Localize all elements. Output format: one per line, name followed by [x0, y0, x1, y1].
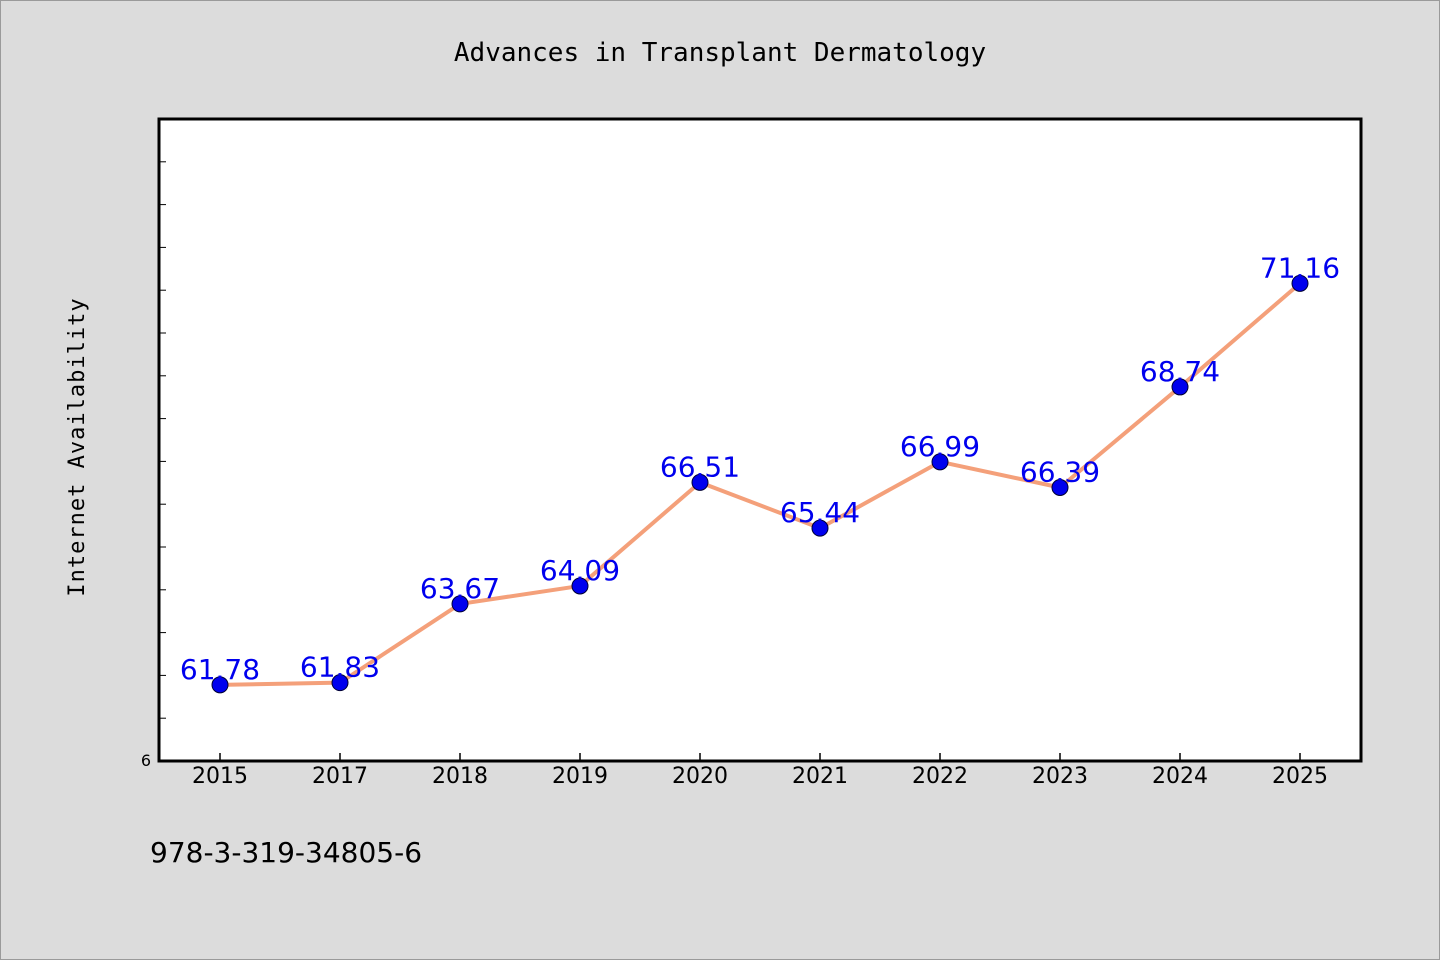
- data-point: [811, 519, 829, 537]
- x-tick-label: 2021: [792, 764, 848, 789]
- x-tick-label: 2015: [192, 764, 248, 789]
- data-label: 68.74: [1140, 355, 1220, 388]
- data-point: [451, 595, 469, 613]
- series-line: [219, 281, 1302, 687]
- y-axis-ticks: [159, 161, 166, 719]
- data-label: 71.16: [1260, 251, 1340, 284]
- data-point: [1051, 479, 1069, 497]
- x-tick-label: 2024: [1152, 764, 1208, 789]
- data-point: [331, 674, 349, 692]
- data-label: 66.99: [900, 430, 980, 463]
- x-axis-tick-labels: 2015 2017 2018 2019 2020 2021 2022 2023 2024 2025: [192, 764, 1328, 789]
- data-labels: 61.78 61.83 63.67 64.09 66.51 65.44 66.99 66.39…: [180, 251, 1340, 685]
- data-label: 61.78: [180, 653, 260, 686]
- x-tick-label: 2020: [672, 764, 728, 789]
- series-markers: [211, 274, 1309, 694]
- x-tick-label: 2019: [552, 764, 608, 789]
- plot-area: [157, 117, 1363, 763]
- data-label: 64.09: [540, 554, 620, 587]
- data-point: [931, 453, 949, 471]
- data-point: [211, 676, 229, 694]
- data-label: 61.83: [300, 651, 380, 684]
- chart-title: Advances in Transplant Dermatology: [454, 38, 986, 68]
- data-point: [1171, 378, 1189, 396]
- x-tick-label: 2022: [912, 764, 968, 789]
- x-tick-label: 2025: [1272, 764, 1328, 789]
- y-axis-label: Internet Availability: [65, 297, 90, 596]
- data-label: 65.44: [780, 496, 860, 529]
- data-label: 66.51: [660, 450, 740, 483]
- y-axis-min-label: 6: [141, 751, 151, 770]
- data-point: [571, 577, 589, 595]
- x-tick-label: 2023: [1032, 764, 1088, 789]
- data-label: 66.39: [1020, 456, 1100, 489]
- data-label: 63.67: [420, 572, 500, 605]
- data-point: [1291, 274, 1309, 292]
- isbn-footer: 978-3-319-34805-6: [150, 836, 422, 869]
- x-axis-ticks: [219, 753, 1301, 761]
- x-tick-label: 2017: [312, 764, 368, 789]
- x-tick-label: 2018: [432, 764, 488, 789]
- data-point: [691, 473, 709, 491]
